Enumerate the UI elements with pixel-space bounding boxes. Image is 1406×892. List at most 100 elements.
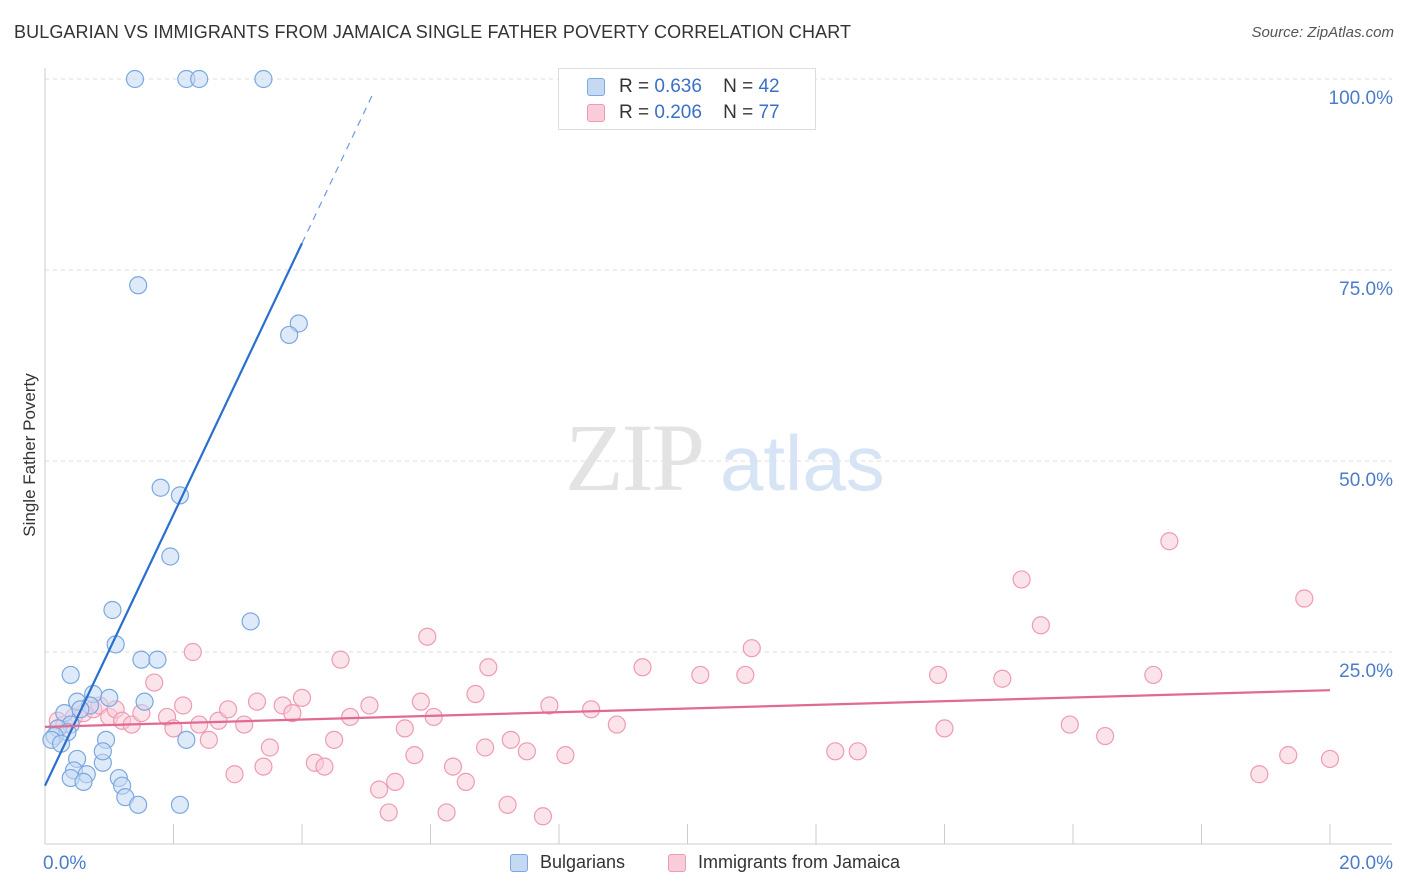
- point-jamaica: [498, 795, 517, 814]
- point-jamaica: [993, 669, 1012, 688]
- point-jamaica: [145, 673, 164, 692]
- point-bulgarians: [103, 600, 122, 620]
- point-jamaica: [633, 658, 652, 677]
- legend-r-value: 0.636: [654, 76, 702, 97]
- point-bulgarians: [151, 478, 170, 497]
- point-jamaica: [254, 757, 273, 776]
- point-jamaica: [292, 688, 312, 707]
- point-jamaica: [1096, 726, 1115, 746]
- point-bulgarians: [74, 772, 93, 791]
- point-jamaica: [247, 692, 267, 711]
- point-jamaica: [1279, 746, 1298, 765]
- point-bulgarians: [129, 276, 148, 295]
- point-jamaica: [848, 742, 867, 761]
- point-jamaica: [501, 730, 520, 749]
- gridlines: [45, 78, 1392, 653]
- point-bulgarians: [135, 692, 154, 711]
- point-jamaica: [199, 730, 218, 749]
- point-bulgarians: [177, 730, 196, 749]
- trend-line-bulgarians-extension: [301, 94, 374, 244]
- watermark-atlas: atlas: [720, 419, 885, 507]
- point-bulgarians: [93, 742, 112, 761]
- point-jamaica: [533, 807, 553, 826]
- point-jamaica: [325, 730, 344, 749]
- point-jamaica: [219, 700, 238, 719]
- series-legend: Bulgarians Immigrants from Jamaica: [0, 852, 1406, 878]
- legend-n-value: 42: [758, 76, 780, 97]
- point-jamaica: [466, 684, 485, 704]
- legend-r-value: 0.206: [654, 102, 702, 123]
- point-jamaica: [742, 639, 761, 658]
- point-jamaica: [1160, 532, 1179, 551]
- point-jamaica: [479, 658, 498, 677]
- point-bulgarians: [241, 612, 260, 631]
- point-jamaica: [405, 746, 424, 765]
- legend-swatch-bulgarians: [510, 854, 528, 872]
- series-bulgarians-points: [42, 69, 308, 814]
- legend-n-label: N =: [723, 76, 754, 97]
- y-tick-label: 100.0%: [1329, 88, 1394, 109]
- point-bulgarians: [100, 688, 119, 707]
- point-bulgarians: [161, 547, 180, 566]
- trend-lines: [44, 94, 1331, 787]
- legend-swatch-jamaica: [587, 104, 605, 122]
- legend-r-label: R =: [619, 102, 650, 123]
- point-jamaica: [1250, 765, 1269, 784]
- x-tick-label: 20.0%: [1339, 853, 1393, 874]
- legend-label-jamaica: Immigrants from Jamaica: [698, 852, 901, 872]
- point-bulgarians: [280, 325, 299, 345]
- point-jamaica: [443, 757, 463, 776]
- legend-swatch-jamaica: [668, 854, 686, 872]
- legend-label-bulgarians: Bulgarians: [540, 852, 626, 872]
- point-bulgarians: [148, 650, 167, 669]
- point-jamaica: [691, 665, 710, 685]
- y-tick-label: 25.0%: [1339, 661, 1393, 682]
- point-jamaica: [607, 715, 626, 734]
- point-jamaica: [1031, 616, 1050, 635]
- point-jamaica: [174, 696, 193, 715]
- legend-n-value: 77: [758, 102, 780, 123]
- legend-r-label: R =: [619, 76, 650, 97]
- point-jamaica: [517, 742, 536, 761]
- point-bulgarians: [190, 69, 209, 89]
- watermark: ZIP atlas: [565, 404, 885, 511]
- y-tick-label: 50.0%: [1339, 470, 1393, 491]
- trend-line-bulgarians: [44, 242, 303, 787]
- point-jamaica: [283, 704, 302, 723]
- point-jamaica: [386, 772, 405, 791]
- point-jamaica: [190, 715, 209, 734]
- point-jamaica: [582, 700, 601, 719]
- point-jamaica: [556, 746, 575, 765]
- point-jamaica: [1012, 570, 1031, 589]
- point-jamaica: [331, 650, 350, 669]
- point-jamaica: [360, 696, 379, 715]
- correlation-legend: R = 0.636 N = 42 R = 0.206 N = 77: [558, 68, 816, 130]
- x-tick-label: 0.0%: [43, 853, 86, 874]
- point-jamaica: [1295, 589, 1314, 608]
- point-jamaica: [225, 765, 244, 784]
- point-bulgarians: [254, 69, 273, 89]
- series-jamaica-points: [48, 532, 1340, 826]
- point-jamaica: [315, 757, 334, 776]
- point-jamaica: [456, 772, 475, 791]
- legend-n-label: N =: [723, 102, 754, 123]
- point-jamaica: [235, 715, 254, 734]
- point-jamaica: [540, 696, 559, 715]
- point-jamaica: [370, 780, 389, 799]
- point-bulgarians: [170, 795, 190, 814]
- point-jamaica: [476, 738, 495, 757]
- point-jamaica: [379, 803, 398, 822]
- watermark-zip: ZIP: [565, 404, 703, 511]
- point-jamaica: [928, 665, 948, 685]
- point-jamaica: [1060, 715, 1079, 734]
- y-tick-label: 75.0%: [1339, 279, 1393, 300]
- point-jamaica: [395, 719, 414, 738]
- point-bulgarians: [132, 650, 151, 669]
- trend-line-jamaica: [44, 689, 1331, 728]
- point-jamaica: [411, 692, 430, 711]
- point-jamaica: [418, 627, 437, 646]
- tick-labels: 25.0% 50.0% 75.0% 100.0% 0.0% 20.0%: [43, 88, 1393, 874]
- point-jamaica: [260, 738, 279, 757]
- legend-swatch-bulgarians: [587, 78, 605, 96]
